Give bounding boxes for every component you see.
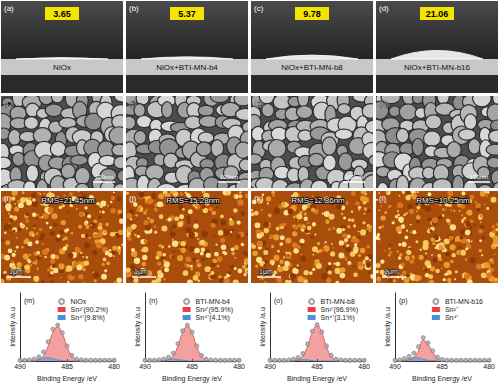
- svg-text:(a): (a): [4, 4, 14, 13]
- svg-text:(h): (h): [379, 99, 389, 108]
- svg-text:1μm: 1μm: [259, 268, 273, 276]
- svg-text:490: 490: [264, 363, 276, 370]
- svg-text:(l): (l): [379, 194, 386, 203]
- svg-text:RMS=15.28nm: RMS=15.28nm: [166, 196, 220, 205]
- svg-text:NiOx: NiOx: [53, 63, 71, 72]
- svg-text:480: 480: [358, 363, 370, 370]
- svg-text:Binding Energy /eV: Binding Energy /eV: [162, 375, 222, 383]
- svg-text:BTI-MN-b16: BTI-MN-b16: [445, 298, 483, 305]
- svg-text:BTI-MN-b4: BTI-MN-b4: [196, 298, 230, 305]
- svg-text:(c): (c): [254, 4, 264, 13]
- svg-text:Sn⁴⁺(3.1%): Sn⁴⁺(3.1%): [321, 314, 355, 322]
- svg-text:Sn²⁺(95.9%): Sn²⁺(95.9%): [196, 306, 233, 314]
- svg-text:490: 490: [389, 363, 401, 370]
- svg-text:Binding Energy /eV: Binding Energy /eV: [412, 375, 472, 383]
- svg-text:(n): (n): [149, 297, 158, 305]
- svg-text:RMS=21.45nm: RMS=21.45nm: [41, 196, 95, 205]
- svg-text:Sn²⁺: Sn²⁺: [445, 306, 459, 313]
- svg-text:485: 485: [61, 363, 73, 370]
- svg-text:100nm: 100nm: [220, 174, 238, 180]
- svg-text:(d): (d): [379, 4, 389, 13]
- svg-text:(f): (f): [129, 99, 137, 108]
- svg-text:NiOx+BTI-MN-b8: NiOx+BTI-MN-b8: [281, 63, 343, 72]
- svg-text:485: 485: [186, 363, 198, 370]
- svg-text:Sn²⁺(90.2%): Sn²⁺(90.2%): [71, 306, 108, 314]
- svg-text:485: 485: [311, 363, 323, 370]
- svg-text:(i): (i): [4, 194, 11, 203]
- svg-text:NiOx+BTI-MN-b4: NiOx+BTI-MN-b4: [156, 63, 218, 72]
- svg-text:Intensity /a.u: Intensity /a.u: [134, 307, 142, 347]
- svg-text:1μm: 1μm: [9, 268, 23, 276]
- svg-text:BTI-MN-b8: BTI-MN-b8: [321, 298, 355, 305]
- svg-text:(j): (j): [129, 194, 136, 203]
- svg-text:(g): (g): [254, 99, 264, 108]
- svg-text:RMS=10.25nm: RMS=10.25nm: [416, 196, 470, 205]
- svg-text:485: 485: [436, 363, 448, 370]
- svg-text:(o): (o): [274, 297, 283, 305]
- svg-text:Sn⁴⁺(9.8%): Sn⁴⁺(9.8%): [71, 314, 105, 322]
- svg-text:100nm: 100nm: [95, 174, 113, 180]
- svg-text:480: 480: [233, 363, 245, 370]
- svg-text:1μm: 1μm: [134, 268, 148, 276]
- svg-text:(b): (b): [129, 4, 139, 13]
- svg-text:Intensity /a.u: Intensity /a.u: [9, 307, 17, 347]
- svg-text:100nm: 100nm: [470, 174, 488, 180]
- svg-text:(k): (k): [254, 194, 264, 203]
- svg-text:(e): (e): [4, 99, 14, 108]
- svg-text:(p): (p): [399, 297, 408, 305]
- svg-text:(m): (m): [24, 297, 35, 305]
- svg-text:1μm: 1μm: [384, 268, 398, 276]
- svg-text:NiOx+BTI-MN-b16: NiOx+BTI-MN-b16: [404, 63, 471, 72]
- svg-text:21.06: 21.06: [426, 9, 449, 19]
- svg-text:NiOx: NiOx: [71, 298, 87, 305]
- svg-text:480: 480: [483, 363, 495, 370]
- svg-text:Binding Energy /eV: Binding Energy /eV: [287, 375, 347, 383]
- svg-text:480: 480: [108, 363, 120, 370]
- svg-text:3.65: 3.65: [53, 9, 71, 19]
- svg-text:Sn⁴⁺: Sn⁴⁺: [445, 314, 460, 321]
- svg-text:Binding Energy /eV: Binding Energy /eV: [37, 375, 97, 383]
- svg-text:Intensity /a.u: Intensity /a.u: [384, 307, 392, 347]
- svg-text:490: 490: [14, 363, 26, 370]
- svg-text:100nm: 100nm: [345, 174, 363, 180]
- svg-text:9.78: 9.78: [303, 9, 321, 19]
- svg-text:Intensity /a.u: Intensity /a.u: [259, 307, 267, 347]
- svg-text:490: 490: [139, 363, 151, 370]
- svg-text:Sn⁴⁺(4.1%): Sn⁴⁺(4.1%): [196, 314, 230, 322]
- svg-text:5.37: 5.37: [178, 9, 196, 19]
- svg-text:Sn²⁺(96.9%): Sn²⁺(96.9%): [321, 306, 358, 314]
- svg-text:RMS=12.86nm: RMS=12.86nm: [291, 196, 345, 205]
